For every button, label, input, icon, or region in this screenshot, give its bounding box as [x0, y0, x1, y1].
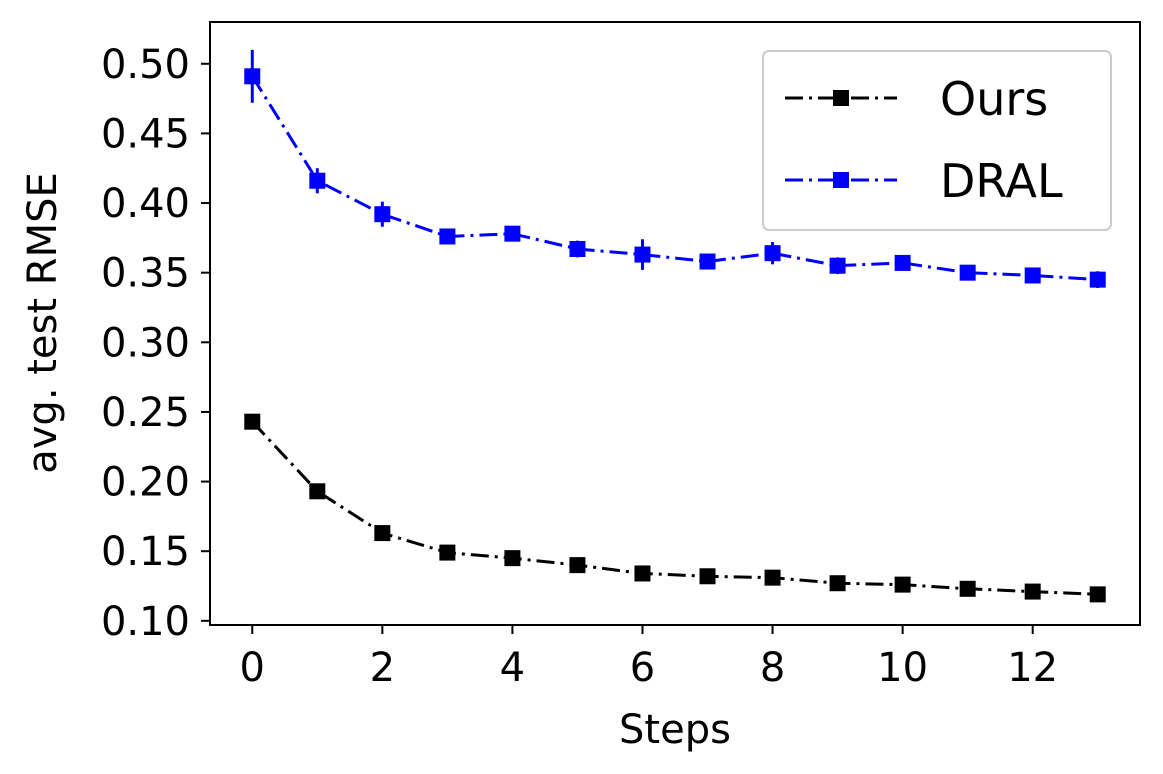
data-point — [959, 264, 976, 281]
series-layer — [244, 49, 1106, 603]
legend: Ours DRAL — [762, 50, 1112, 231]
data-point — [374, 525, 391, 542]
series-line — [250, 75, 1098, 282]
y-axis: 0.10 0.15 0.20 0.25 0.30 0.35 0.40 0.45 0.50 — [101, 42, 210, 645]
data-point — [1024, 267, 1041, 284]
data-point — [309, 483, 326, 500]
data-point — [504, 550, 521, 567]
data-point — [1089, 586, 1106, 603]
y-tick-label: 0.25 — [101, 390, 190, 436]
data-point — [959, 580, 976, 597]
data-point — [699, 568, 716, 585]
x-axis: 0 2 4 6 8 10 12 — [240, 625, 1058, 691]
series-ours — [244, 413, 1106, 603]
legend-label: Ours — [940, 72, 1048, 126]
legend-box — [762, 50, 1112, 231]
data-point — [569, 557, 586, 574]
data-point — [374, 206, 391, 223]
x-tick-label: 0 — [240, 645, 265, 691]
data-point — [764, 245, 781, 262]
data-point — [1089, 271, 1106, 288]
x-tick-label: 6 — [630, 645, 655, 691]
x-tick-label: 12 — [1007, 645, 1058, 691]
x-tick-label: 2 — [370, 645, 395, 691]
legend-marker — [833, 90, 849, 106]
data-point — [244, 68, 261, 85]
x-tick-label: 4 — [500, 645, 525, 691]
data-point — [699, 253, 716, 270]
y-tick-label: 0.50 — [101, 42, 190, 88]
y-tick-label: 0.45 — [101, 111, 190, 157]
y-tick-label: 0.20 — [101, 460, 190, 506]
data-point — [309, 172, 326, 189]
y-tick-label: 0.35 — [101, 251, 190, 297]
legend-marker — [833, 172, 849, 188]
data-point — [439, 228, 456, 245]
data-point — [764, 569, 781, 586]
x-tick-label: 10 — [877, 645, 928, 691]
plot-frame — [209, 21, 1141, 626]
y-tick-label: 0.15 — [101, 529, 190, 575]
y-axis-title: avg. test RMSE — [20, 172, 66, 474]
series-dral — [244, 49, 1106, 288]
series-line — [251, 420, 1098, 596]
legend-item-dral: DRAL — [785, 154, 1063, 208]
data-point — [634, 565, 651, 582]
data-point — [1024, 583, 1041, 600]
data-point — [829, 257, 846, 274]
data-point — [244, 413, 261, 430]
data-point — [504, 225, 521, 242]
data-point — [569, 240, 586, 257]
y-tick-label: 0.40 — [101, 181, 190, 227]
y-tick-label: 0.30 — [101, 320, 190, 366]
data-point — [439, 544, 456, 561]
data-point — [894, 254, 911, 271]
legend-label: DRAL — [940, 154, 1063, 208]
data-point — [634, 246, 651, 263]
data-point — [829, 575, 846, 592]
y-tick-label: 0.10 — [101, 599, 190, 645]
data-point — [894, 576, 911, 593]
x-axis-title: Steps — [619, 707, 731, 753]
legend-item-ours: Ours — [785, 72, 1048, 126]
x-tick-label: 8 — [760, 645, 785, 691]
